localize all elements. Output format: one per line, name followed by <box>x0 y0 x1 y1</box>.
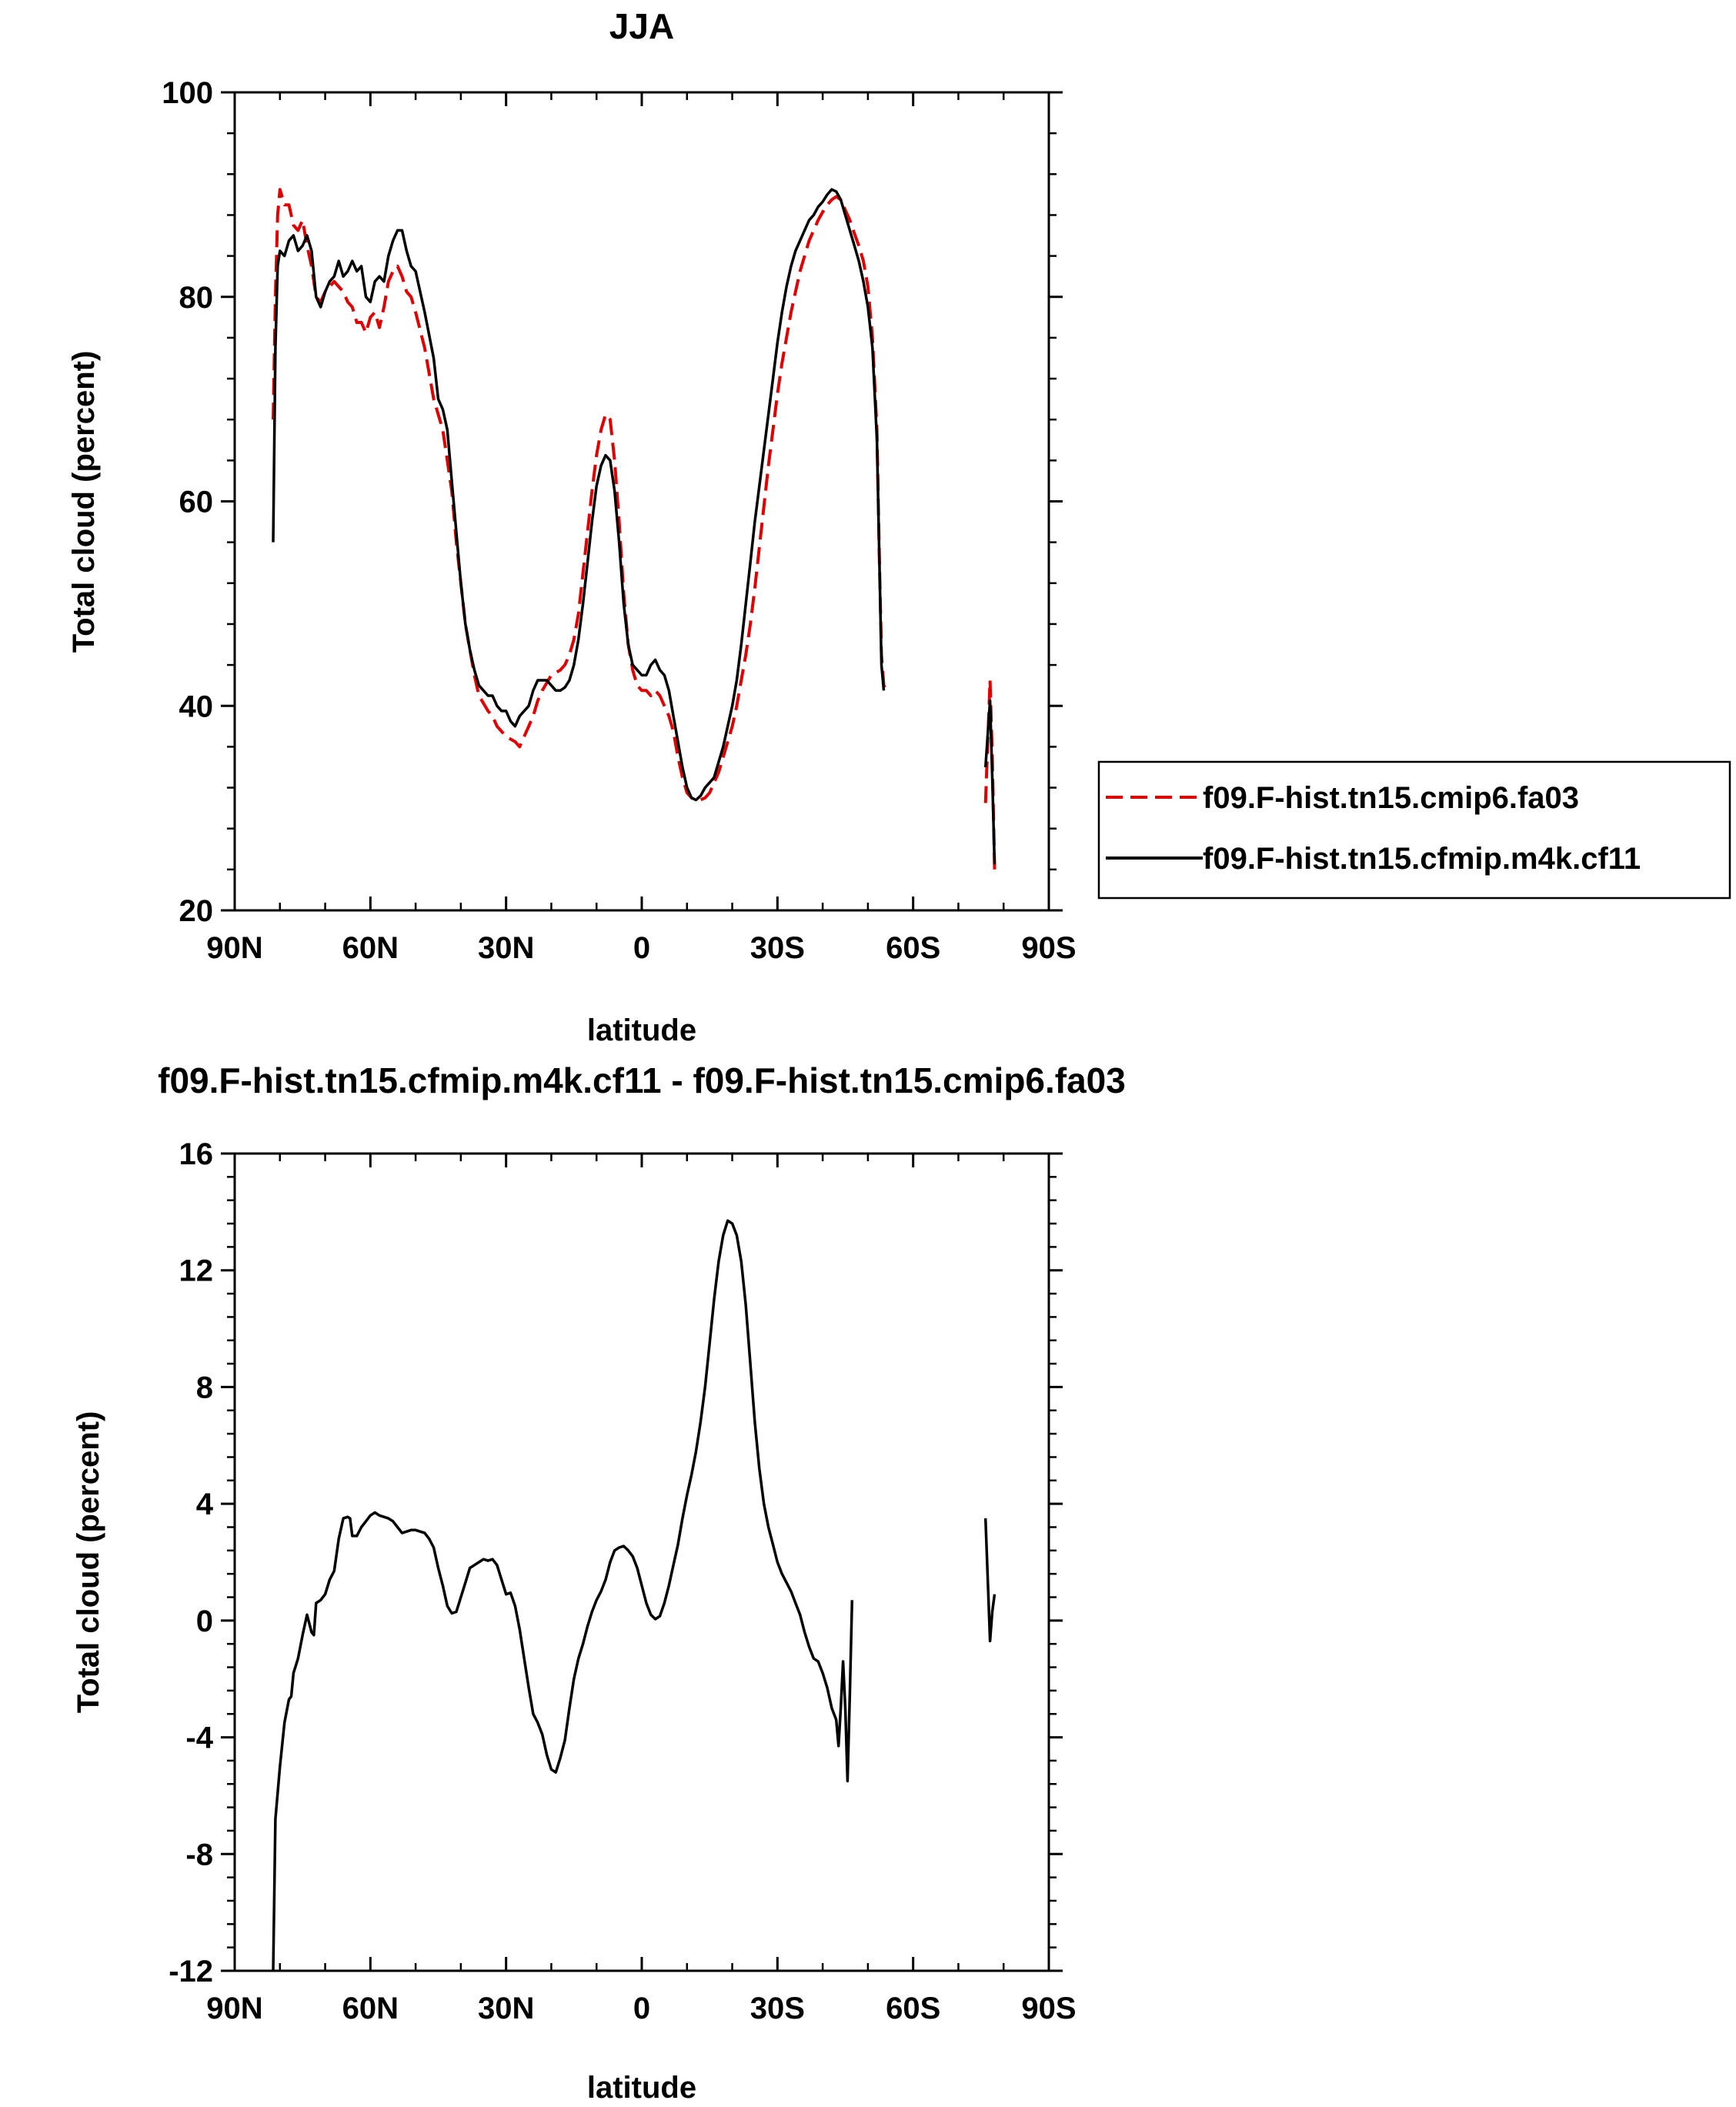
top-x-axis-label: latitude <box>587 1013 696 1047</box>
bottom-y-tick-label: 4 <box>196 1488 214 1521</box>
top-x-tick-label: 60S <box>886 931 940 965</box>
top-series-1-segment-0 <box>272 188 886 802</box>
top-y-tick-label: 20 <box>179 894 214 928</box>
bottom-x-tick-label: 30N <box>478 1992 534 2025</box>
top-series-0-segment-0 <box>272 188 888 802</box>
bottom-x-tick-label: 90N <box>206 1992 262 2025</box>
bottom-series-0-segment-0 <box>272 1219 854 1972</box>
legend-label-fa03: f09.F-hist.tn15.cmip6.fa03 <box>1203 781 1579 815</box>
top-y-tick-label: 40 <box>179 690 214 723</box>
legend-label-cf11: f09.F-hist.tn15.cfmip.m4k.cf11 <box>1203 842 1641 876</box>
top-x-tick-label: 90N <box>206 931 262 965</box>
bottom-x-tick-label: 0 <box>633 1992 650 2025</box>
top-x-tick-label: 30S <box>750 931 805 965</box>
bottom-x-tick-label: 30S <box>750 1992 805 2025</box>
bottom-series-lines <box>272 1219 997 1972</box>
top-ticks <box>221 91 1063 912</box>
top-plot-frame <box>233 91 1050 912</box>
top-y-tick-label: 80 <box>179 281 214 315</box>
bottom-y-tick-label: -12 <box>169 1955 213 1988</box>
bottom-x-tick-label: 90S <box>1021 1992 1076 2025</box>
top-x-tick-label: 60N <box>342 931 399 965</box>
top-y-tick-label: 100 <box>162 76 213 110</box>
top-x-tick-label: 90S <box>1021 931 1076 965</box>
bottom-y-tick-label: 8 <box>196 1371 213 1404</box>
top-panel: JJA Total cloud (percent) latitude 90N 60… <box>67 6 1077 1047</box>
bottom-ticks <box>221 1152 1063 1972</box>
bottom-y-tick-label: -4 <box>185 1721 213 1755</box>
top-y-axis-label: Total cloud (percent) <box>67 351 101 653</box>
bottom-y-axis-label: Total cloud (percent) <box>72 1411 105 1714</box>
bottom-y-tick-label: 16 <box>179 1137 214 1171</box>
bottom-y-tick-label: 0 <box>196 1604 213 1638</box>
top-legend: f09.F-hist.tn15.cmip6.fa03 f09.F-hist.tn… <box>1097 760 1731 900</box>
bottom-chart-title: f09.F-hist.tn15.cfmip.m4k.cf11 - f09.F-h… <box>158 1060 1126 1100</box>
top-tick-labels: 90N 60N 30N 0 30S 60S 90S 20 40 60 80 100 <box>162 76 1076 965</box>
bottom-tick-labels: 90N 60N 30N 0 30S 60S 90S -12 -8 -4 0 4 8 12 16 <box>169 1137 1076 2025</box>
bottom-series-0-segment-1 <box>983 1518 997 1643</box>
top-series-lines <box>272 188 997 870</box>
legend-box <box>1097 760 1731 900</box>
bottom-y-tick-label: -8 <box>185 1838 213 1872</box>
top-chart-title: JJA <box>609 6 674 46</box>
top-x-tick-label: 0 <box>633 931 650 965</box>
top-series-1-segment-1 <box>983 699 997 865</box>
bottom-x-axis-label: latitude <box>587 2071 696 2105</box>
bottom-x-tick-label: 60S <box>886 1992 940 2025</box>
top-y-tick-label: 60 <box>179 486 214 519</box>
bottom-x-tick-label: 60N <box>342 1992 399 2025</box>
bottom-panel: f09.F-hist.tn15.cfmip.m4k.cf11 - f09.F-h… <box>72 1060 1126 2105</box>
top-x-tick-label: 30N <box>478 931 534 965</box>
bottom-plot-frame <box>233 1152 1050 1972</box>
bottom-y-tick-label: 12 <box>179 1254 214 1288</box>
